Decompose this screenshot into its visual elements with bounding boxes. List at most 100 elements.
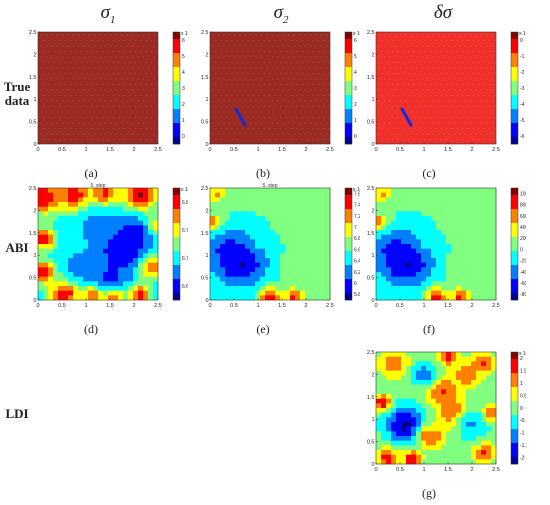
field-cell (255, 211, 261, 217)
colorbar-swatch (173, 248, 180, 252)
field-cell (93, 262, 99, 268)
field-cell (148, 192, 154, 198)
mesh-node (293, 78, 295, 80)
field-cell (426, 220, 432, 226)
colorbar-swatch (511, 375, 518, 378)
field-cell (93, 253, 99, 259)
mesh-node (250, 78, 252, 80)
mesh-node (306, 61, 309, 64)
field-cell (456, 384, 462, 390)
mesh-node (45, 133, 47, 135)
mesh-node (429, 94, 431, 97)
field-cell (285, 281, 291, 287)
field-cell (315, 216, 321, 221)
field-cell (476, 206, 482, 212)
field-cell (381, 211, 387, 217)
field-cell (58, 253, 64, 259)
field-cell (280, 188, 286, 193)
field-cell (285, 267, 291, 273)
mesh-node (105, 78, 107, 80)
field-cell (421, 352, 427, 357)
field-cell (421, 361, 427, 367)
field-cell (416, 262, 422, 268)
mesh-node (244, 100, 246, 102)
mesh-node (124, 105, 126, 108)
field-cell (255, 220, 261, 226)
field-cell (396, 220, 402, 226)
field-cell (305, 230, 311, 235)
field-cell (471, 417, 477, 423)
field-cell (108, 220, 114, 226)
field-cell (486, 445, 492, 451)
mesh-node (437, 45, 439, 47)
mesh-node (70, 39, 72, 42)
field-cell (143, 211, 149, 217)
colorbar-tick-label: 6.8 (354, 236, 360, 242)
mesh-node (435, 138, 437, 141)
field-cell (103, 230, 109, 235)
field-cell (406, 417, 412, 423)
field-cell (411, 352, 417, 357)
field-cell (481, 225, 487, 231)
mesh-node (234, 111, 236, 113)
mesh-node (435, 39, 437, 42)
mesh-node (424, 39, 426, 42)
mesh-node (261, 45, 263, 47)
mesh-node (212, 34, 214, 36)
field-cell (148, 197, 154, 203)
mesh-node (416, 56, 418, 58)
mesh-node (448, 67, 450, 69)
field-cell (320, 286, 326, 291)
field-cell (58, 216, 64, 221)
field-cell (421, 403, 427, 409)
mesh-node (40, 56, 42, 58)
mesh-node (381, 83, 383, 86)
field-cell (396, 262, 402, 268)
field-cell (43, 239, 49, 245)
field-cell (491, 389, 497, 395)
field-cell (265, 220, 271, 226)
colorbar-tick-label: -6000 (520, 281, 526, 287)
field-cell (471, 431, 477, 437)
field-cell (396, 450, 402, 455)
colorbar-swatch (511, 60, 518, 63)
field-cell (63, 281, 69, 287)
field-cell (376, 436, 382, 441)
mesh-node (263, 105, 265, 108)
field-cell (451, 380, 457, 385)
field-cell (386, 440, 392, 446)
field-cell (153, 239, 159, 245)
field-cell (113, 234, 119, 240)
colorbar-swatch (511, 410, 518, 413)
field-cell (98, 248, 104, 254)
field-cell (78, 192, 84, 198)
colorbar-swatch (511, 354, 518, 357)
mesh-node (105, 100, 107, 102)
field-cell (93, 234, 99, 240)
field-cell (73, 281, 79, 287)
mesh-node (386, 94, 388, 97)
field-cell (466, 426, 472, 432)
field-cell (421, 454, 427, 460)
colorbar-tick-label: 4 (182, 70, 185, 76)
field-cell (245, 220, 251, 226)
field-cell (441, 253, 447, 259)
field-cell (210, 286, 216, 291)
field-cell (280, 220, 286, 226)
colorbar-swatch (345, 227, 352, 231)
field-cell (491, 412, 497, 418)
mesh-node (217, 122, 219, 124)
field-cell (245, 286, 251, 291)
mesh-node (105, 56, 107, 58)
field-cell (53, 276, 59, 282)
field-cell (426, 440, 432, 446)
field-cell (225, 267, 231, 273)
field-cell (48, 192, 54, 198)
field-cell (436, 352, 442, 357)
field-cell (396, 248, 402, 254)
field-cell (466, 398, 472, 404)
field-cell (381, 258, 387, 263)
mesh-node (75, 127, 77, 130)
field-cell (290, 234, 296, 240)
mesh-node (317, 94, 319, 97)
